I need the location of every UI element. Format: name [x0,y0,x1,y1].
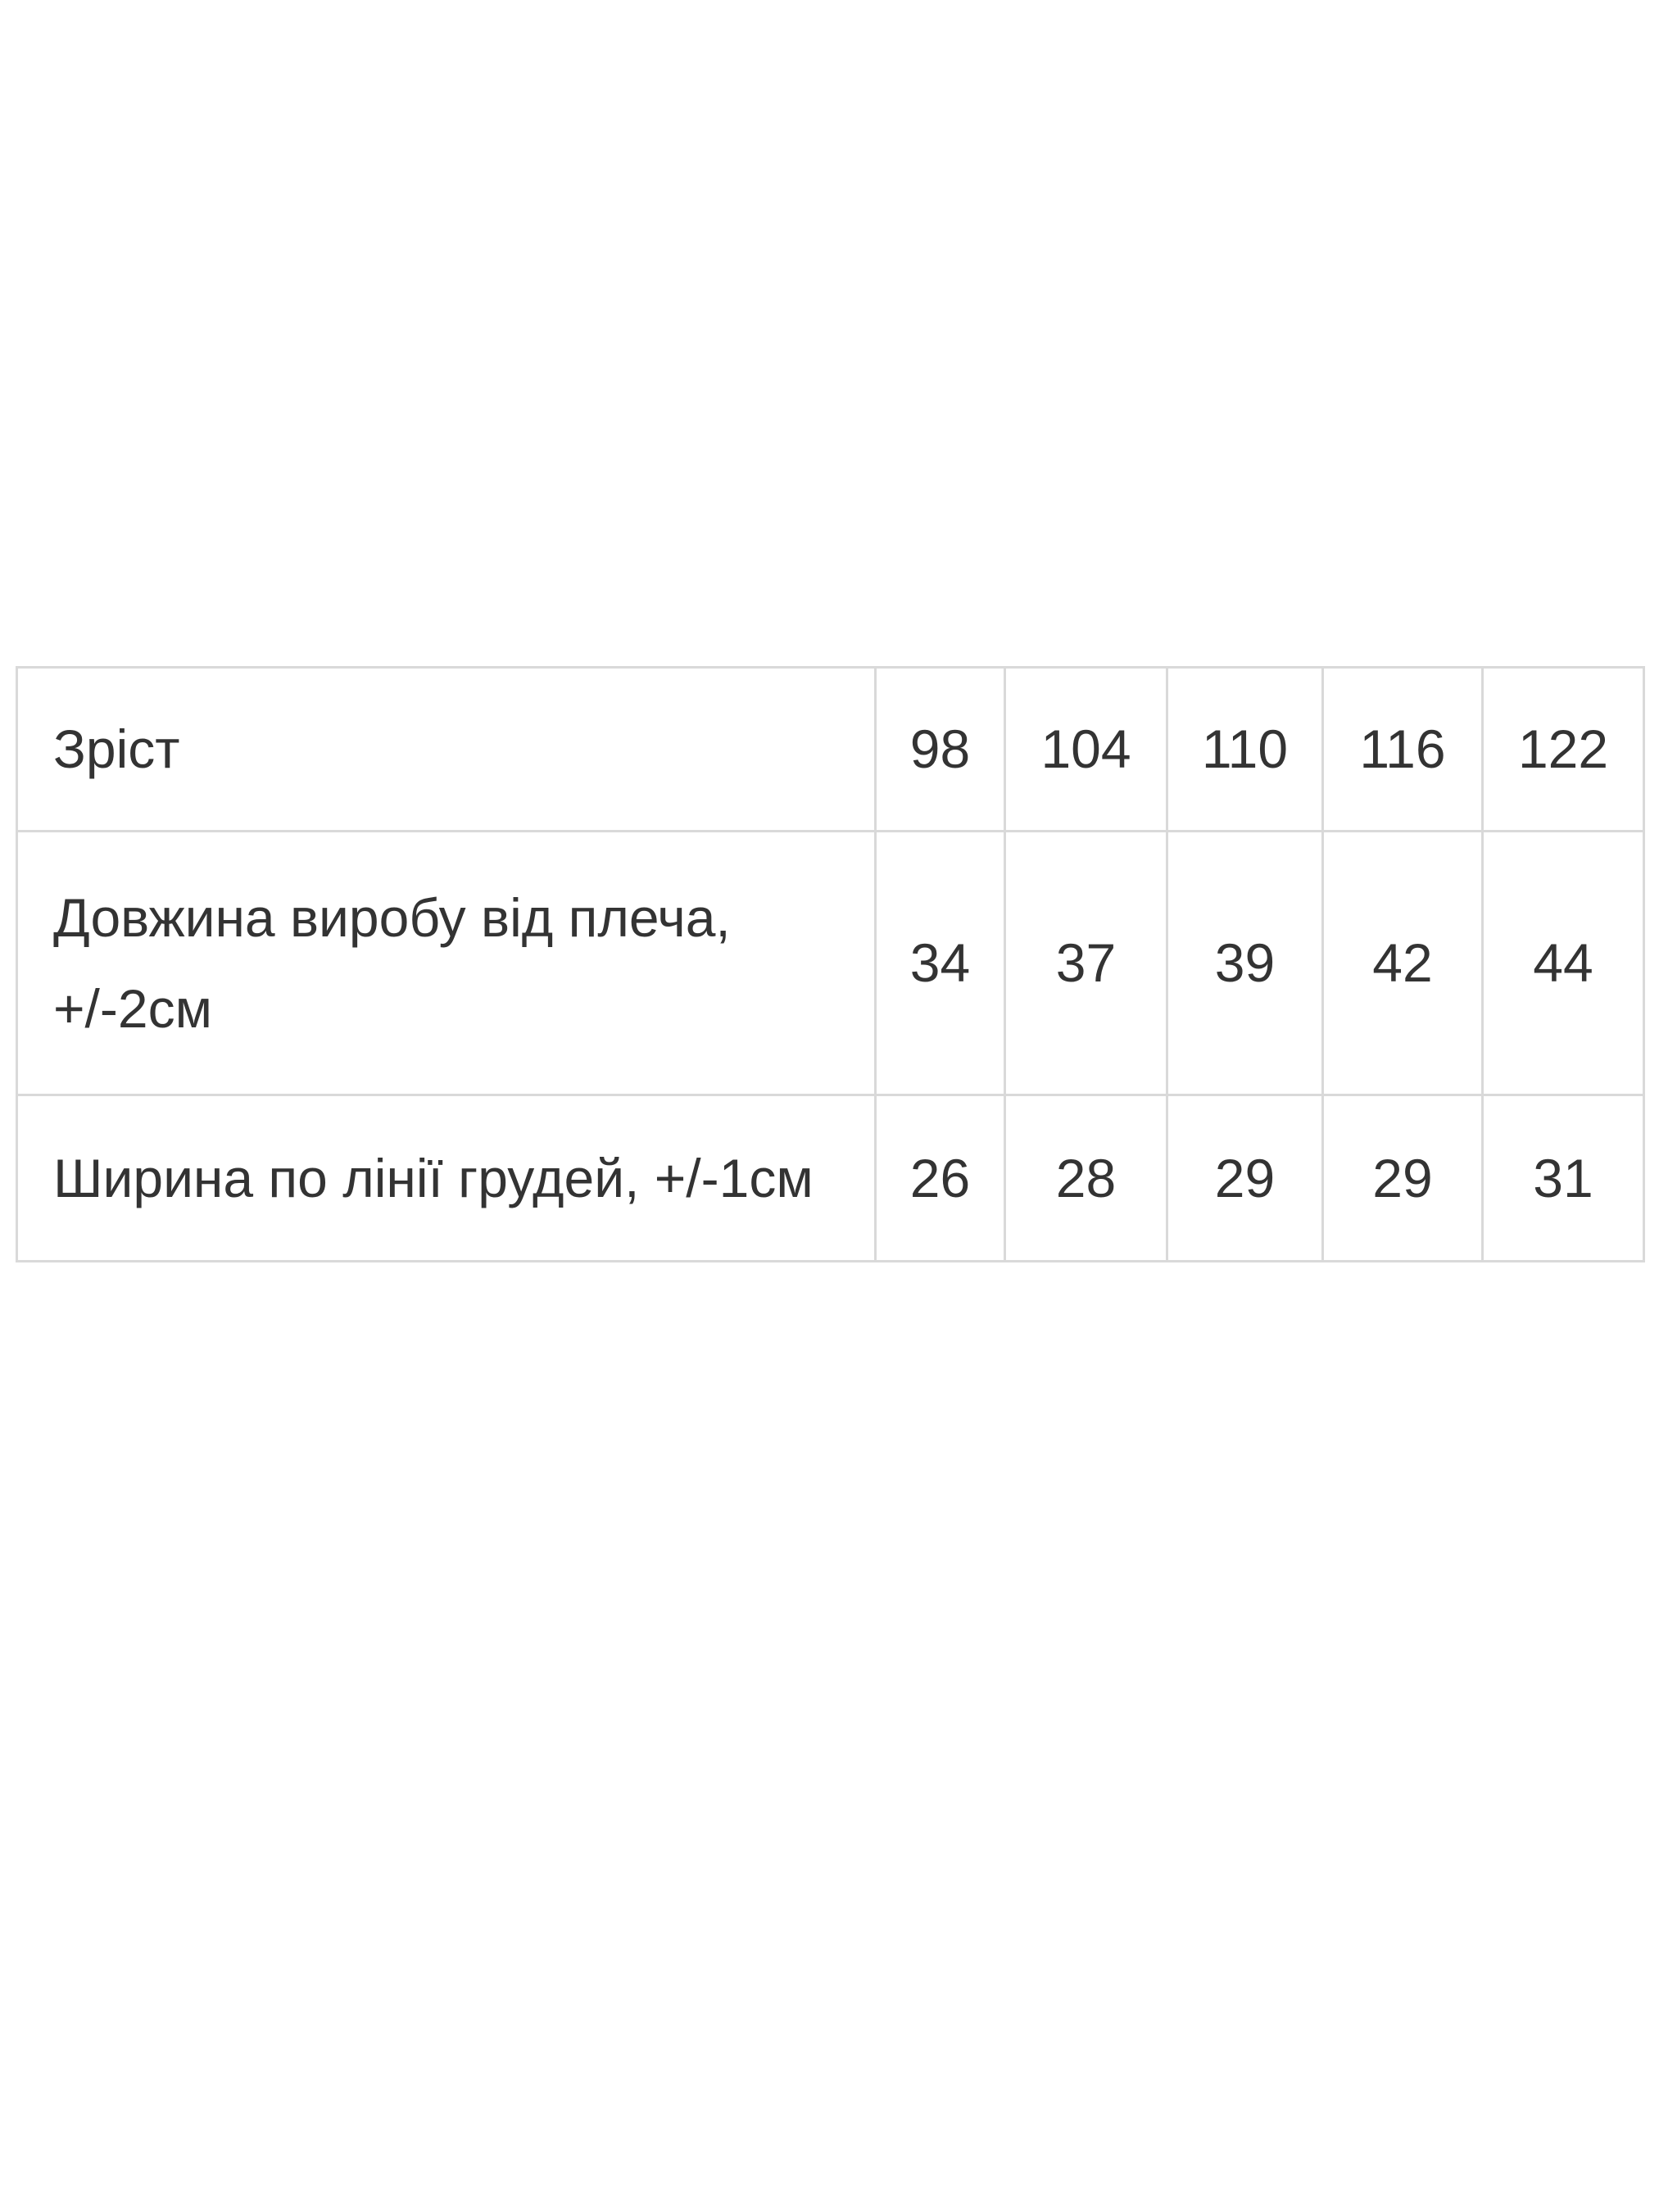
size-value-cell: 28 [1004,1094,1168,1262]
size-value-cell: 42 [1321,830,1484,1096]
size-value-cell: 26 [874,1094,1006,1262]
size-value-cell: 31 [1481,1094,1645,1262]
size-value-cell: 122 [1481,666,1645,832]
row-label-chest-width: Ширина по лінії грудей, +/-1см [16,1094,877,1262]
size-value-cell: 37 [1004,830,1168,1096]
table-row-height: Зріст 98 104 110 116 122 [16,666,1645,832]
size-value-cell: 29 [1321,1094,1484,1262]
row-label-height: Зріст [16,666,877,832]
size-value-cell: 39 [1166,830,1324,1096]
size-value-cell: 29 [1166,1094,1324,1262]
size-value-cell: 116 [1321,666,1484,832]
size-value-cell: 44 [1481,830,1645,1096]
table-row-chest-width: Ширина по лінії грудей, +/-1см 26 28 29 … [16,1094,1645,1262]
size-value-cell: 34 [874,830,1006,1096]
size-value-cell: 104 [1004,666,1168,832]
table-row-length: Довжина виробу від плеча, +/-2см 34 37 3… [16,830,1645,1096]
size-value-cell: 110 [1166,666,1324,832]
row-label-length: Довжина виробу від плеча, +/-2см [16,830,877,1096]
size-chart-table: Зріст 98 104 110 116 122 Довжина виробу … [16,666,1645,1262]
size-value-cell: 98 [874,666,1006,832]
